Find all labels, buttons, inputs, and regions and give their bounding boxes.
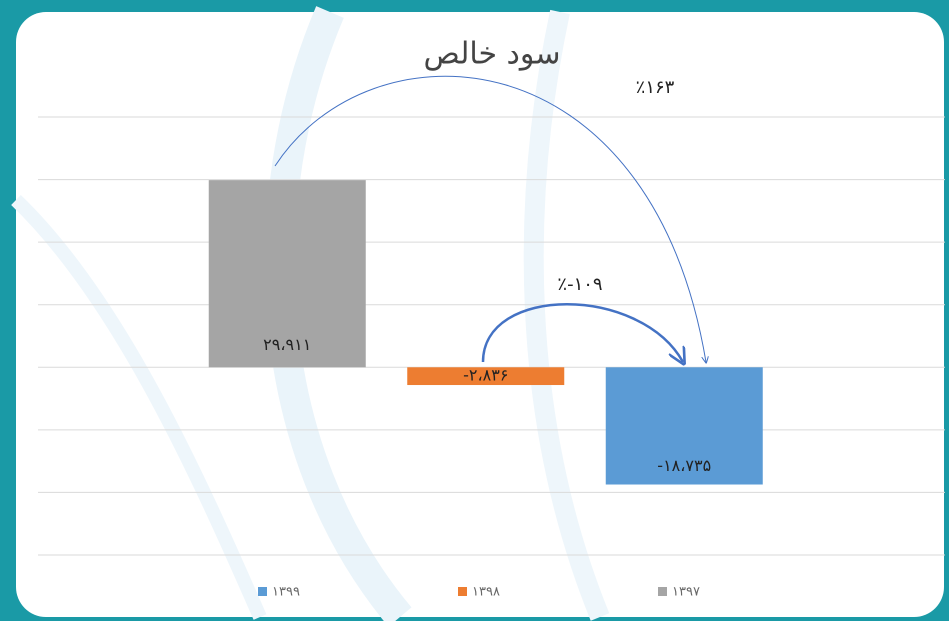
panel [16, 12, 944, 617]
legend-swatch [258, 587, 267, 596]
legend-label: ۱۳۹۷ [672, 585, 700, 600]
legend-swatch [458, 587, 467, 596]
decor [11, 194, 267, 620]
bar [208, 180, 366, 368]
arrow [481, 303, 683, 362]
bar [407, 367, 565, 386]
data-label: -۱۸،۷۳۵ [657, 456, 711, 475]
data-label: -۲،۸۳۶ [463, 366, 508, 385]
data-label: ۲۹،۹۱۱ [263, 335, 311, 354]
legend-swatch [658, 587, 667, 596]
decor [523, 9, 610, 621]
annotation: ٪-۱۰۹ [557, 274, 602, 295]
bar [605, 367, 763, 485]
arrow [274, 75, 706, 362]
chart-title: سود خالص [423, 37, 560, 72]
annotation: ٪۱۶۳ [636, 77, 675, 98]
legend-label: ۱۳۹۹ [272, 585, 300, 600]
legend-label: ۱۳۹۸ [472, 585, 500, 600]
